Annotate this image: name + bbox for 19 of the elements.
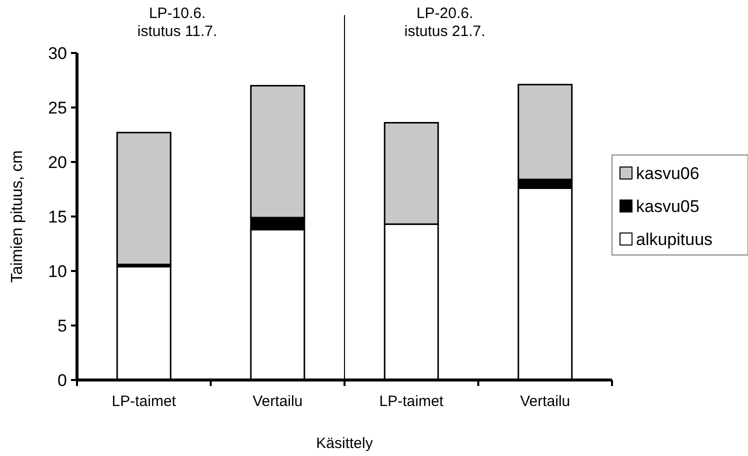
x-tick-label: Vertailu: [252, 393, 303, 410]
legend-label: alkupituus: [636, 230, 713, 249]
y-tick-label: 20: [48, 152, 67, 172]
text: LP-20.6. istutus 21.7.: [404, 5, 486, 40]
y-tick-label: 30: [48, 44, 67, 63]
y-tick-label: 5: [58, 316, 67, 336]
x-axis-title: Käsittely: [316, 435, 374, 452]
y-tick-label: 0: [58, 370, 67, 390]
text: LP-10.6. istutus 11.7.: [137, 5, 218, 40]
x-tick-label: LP-taimet: [112, 393, 177, 410]
y-tick-label: 10: [48, 262, 67, 281]
legend-label: kasvu06: [636, 164, 700, 183]
legend-label: kasvu05: [636, 196, 700, 216]
y-axis-title: Taimien pituus, cm: [9, 150, 26, 283]
y-tick-label: 25: [48, 98, 67, 118]
x-tick-label: Vertailu: [520, 393, 570, 410]
bar: [116, 132, 172, 266]
y-tick-label: 15: [48, 207, 67, 226]
x-tick-label: LP-taimet: [379, 393, 444, 410]
